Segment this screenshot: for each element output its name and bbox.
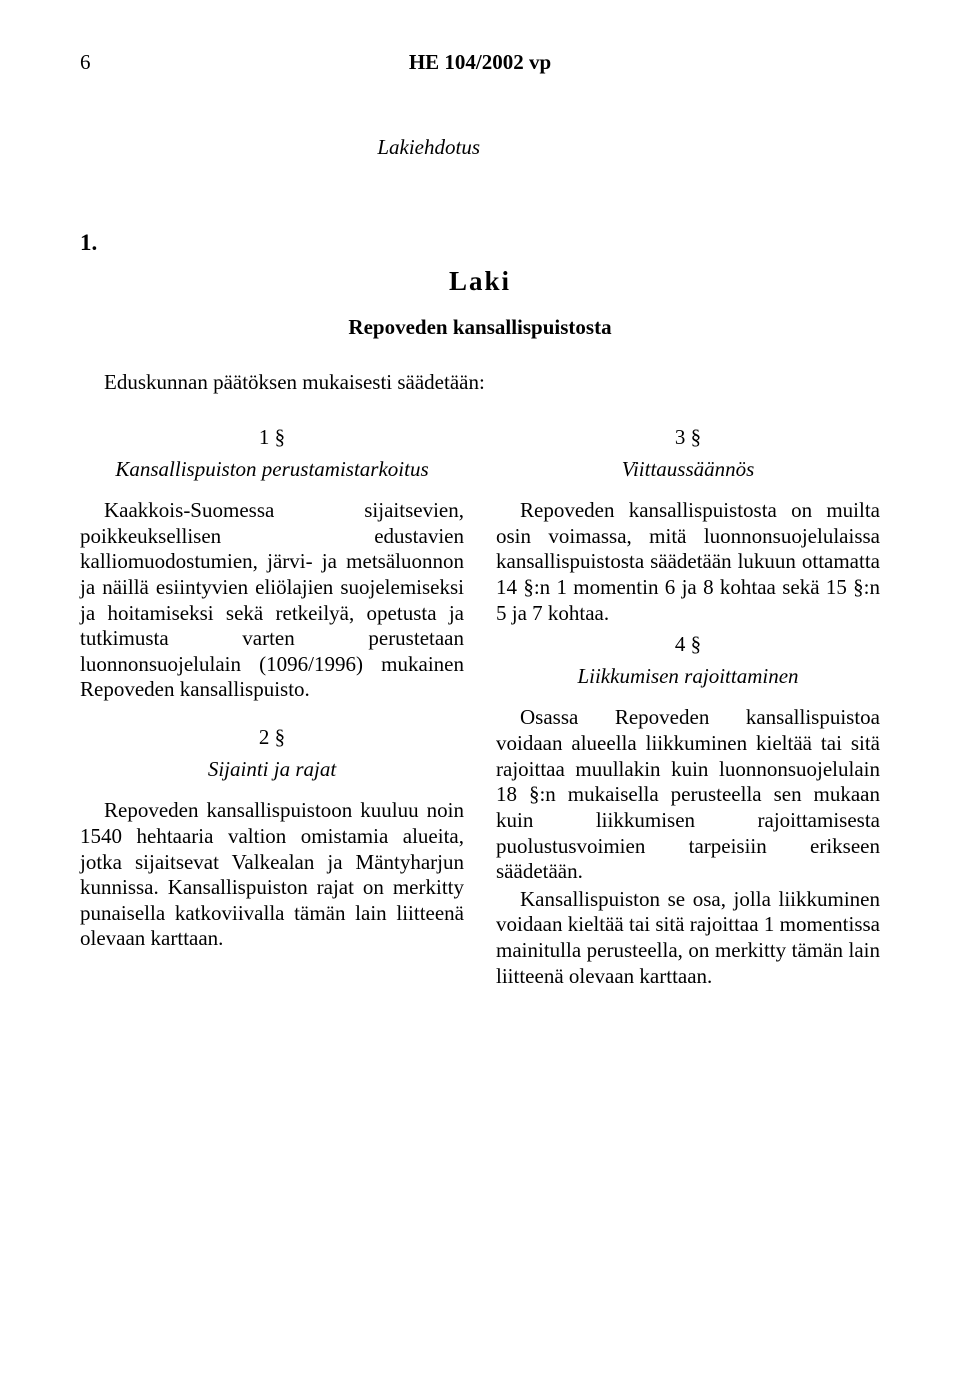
section-2-number: 2 §	[80, 725, 464, 751]
section-4-paragraph-2: Kansallispuiston se osa, jolla liikkumin…	[496, 887, 880, 989]
section-1-number: 1 §	[80, 425, 464, 451]
header: 6 HE 104/2002 vp	[80, 50, 880, 75]
section-1-title: Kansallispuiston perustamistarkoitus	[80, 457, 464, 483]
section-3-paragraph: Repoveden kansallispuistosta on muilta o…	[496, 498, 880, 626]
laki-heading: Laki	[80, 266, 880, 297]
section-2-title: Sijainti ja rajat	[80, 757, 464, 783]
section-3-number: 3 §	[496, 425, 880, 451]
section-1-paragraph: Kaakkois-Suomessa sijaitsevien, poikkeuk…	[80, 498, 464, 703]
section-4-title: Liikkumisen rajoittaminen	[496, 664, 880, 690]
section-4-paragraph-1: Osassa Repoveden kansallispuistoa voidaa…	[496, 705, 880, 884]
laki-subtitle: Repoveden kansallispuistosta	[80, 315, 880, 340]
right-column: 3 § Viittaussäännös Repoveden kansallisp…	[496, 419, 880, 991]
section-3-title: Viittaussäännös	[496, 457, 880, 483]
page: 6 HE 104/2002 vp Lakiehdotus 1. Laki Rep…	[0, 0, 960, 1051]
bill-number: 1.	[80, 230, 880, 256]
left-column: 1 § Kansallispuiston perustamistarkoitus…	[80, 419, 464, 991]
lakiehdotus-label: Lakiehdotus	[80, 135, 880, 160]
section-2-paragraph: Repoveden kansallispuistoon kuuluu noin …	[80, 798, 464, 952]
intro-text: Eduskunnan päätöksen mukaisesti säädetää…	[80, 370, 880, 395]
section-4-number: 4 §	[496, 632, 880, 658]
document-id: HE 104/2002 vp	[80, 50, 880, 75]
columns: 1 § Kansallispuiston perustamistarkoitus…	[80, 419, 880, 991]
